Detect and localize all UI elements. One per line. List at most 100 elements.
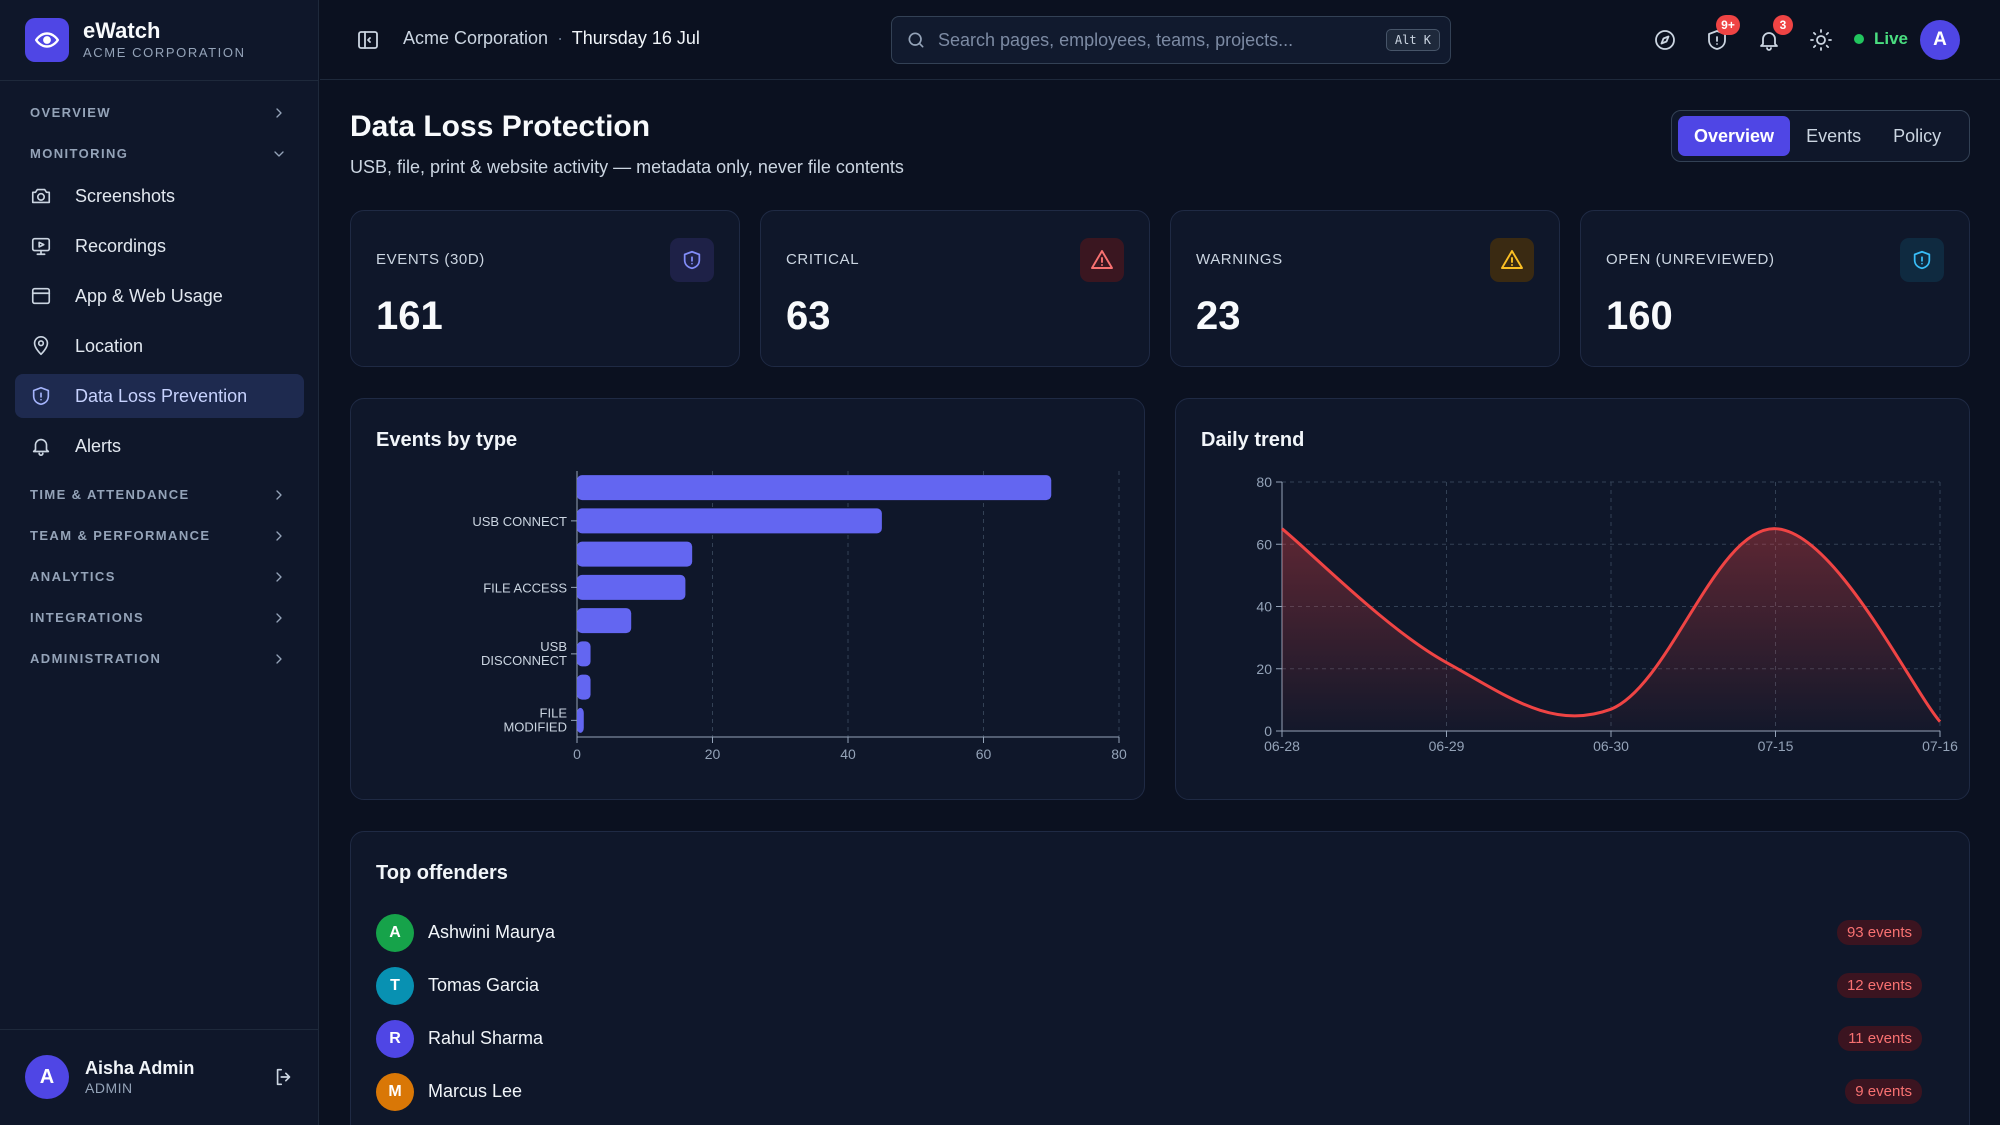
sidebar-item-recordings[interactable]: Recordings — [15, 224, 304, 268]
avatar[interactable]: A — [1920, 20, 1960, 60]
current-user: A Aisha Admin ADMIN — [25, 1055, 295, 1099]
offender-name: Rahul Sharma — [428, 1028, 544, 1048]
stat-label: CRITICAL — [786, 251, 860, 268]
sidebar-item-data-loss-prevention[interactable]: Data Loss Prevention — [15, 374, 304, 418]
search-shortcut: Alt K — [1385, 29, 1440, 51]
section-label: TIME & ATTENDANCE — [30, 487, 190, 502]
shield-alert-icon[interactable] — [1705, 28, 1729, 52]
bar — [577, 674, 591, 700]
event-count-badge: 12 events — [1836, 973, 1922, 998]
bar — [577, 641, 591, 667]
stat-value: 160 — [1606, 294, 1673, 338]
nav-section-analytics[interactable]: ANALYTICS — [0, 556, 319, 597]
list-item[interactable]: M Marcus Lee 9 events — [376, 1065, 1922, 1118]
monitor-play-icon — [29, 234, 53, 258]
tick-label: 07-15 — [1758, 738, 1794, 754]
bar — [577, 574, 686, 600]
sidebar-item-label: Alerts — [75, 435, 122, 456]
sidebar-item-location[interactable]: Location — [15, 324, 304, 368]
nav-section-administration[interactable]: ADMINISTRATION — [0, 638, 319, 679]
browser-window-icon — [29, 284, 53, 308]
nav-section-time-attendance[interactable]: TIME & ATTENDANCE — [0, 474, 319, 515]
chart-title: Daily trend — [1201, 429, 1305, 451]
daily-trend-card: Daily trend 0 20 40 60 80 06-28 06-29 06-30 07-1… — [1175, 398, 1970, 800]
tab-policy[interactable]: Policy — [1893, 125, 1942, 146]
stat-label: WARNINGS — [1196, 251, 1283, 268]
stat-label: EVENTS (30D) — [376, 251, 485, 268]
section-label: ANALYTICS — [30, 569, 116, 584]
stat-value: 63 — [786, 294, 831, 338]
shield-icon — [670, 238, 714, 282]
events-by-type-card: Events by type 0 20 40 60 80 USB CONNECT FILE … — [350, 398, 1145, 800]
tab-events[interactable]: Events — [1806, 125, 1862, 146]
nav-section-team-performance[interactable]: TEAM & PERFORMANCE — [0, 515, 319, 556]
avatar: A — [376, 913, 414, 952]
sidebar-item-screenshots[interactable]: Screenshots — [15, 174, 304, 218]
stat-value: 23 — [1196, 294, 1241, 338]
tick-label: 07-16 — [1922, 738, 1958, 754]
page-subtitle: USB, file, print & website activity — me… — [350, 157, 904, 177]
stat-card-open-unreviewed: OPEN (UNREVIEWED) 160 — [1580, 210, 1970, 367]
stat-card-warnings: WARNINGS 23 — [1170, 210, 1560, 367]
category-label: USB CONNECT — [472, 514, 567, 529]
tick-label: 20 — [705, 746, 721, 762]
live-dot — [1854, 34, 1864, 44]
offender-name: Tomas Garcia — [428, 975, 540, 995]
bar — [577, 508, 882, 534]
tick-label: 06-28 — [1264, 738, 1300, 754]
chevron-right-icon — [276, 653, 282, 664]
bell-icon[interactable] — [1757, 28, 1781, 52]
tick-label: 60 — [1256, 536, 1272, 552]
compass-icon[interactable] — [1653, 28, 1677, 52]
tick-label: 0 — [573, 746, 581, 762]
tick-label: 80 — [1256, 474, 1272, 490]
event-count-badge: 9 events — [1845, 1079, 1922, 1104]
section-label: OVERVIEW — [30, 105, 112, 120]
global-search[interactable]: Alt K — [891, 16, 1451, 64]
divider — [0, 1029, 319, 1030]
tick-label: 40 — [1256, 599, 1272, 615]
section-label: TEAM & PERFORMANCE — [30, 528, 211, 543]
tick-label: 40 — [840, 746, 856, 762]
divider — [0, 80, 319, 81]
brand-name: eWatch — [83, 18, 161, 43]
search-input[interactable] — [938, 29, 1386, 51]
live-label: Live — [1874, 29, 1909, 48]
nav-section-overview[interactable]: OVERVIEW — [0, 92, 319, 133]
brand-subtitle: ACME CORPORATION — [83, 45, 246, 60]
list-item[interactable]: R Rahul Sharma 11 events — [376, 1012, 1922, 1065]
chevron-right-icon — [276, 107, 282, 118]
sidebar-item-label: Recordings — [75, 235, 167, 256]
avatar: M — [376, 1072, 414, 1111]
trend-line — [1281, 527, 1942, 723]
sidebar: eWatch ACME CORPORATION OVERVIEW MONITOR… — [0, 0, 319, 1125]
bar — [577, 475, 1052, 501]
sidebar-item-label: Location — [75, 335, 144, 356]
breadcrumb-separator: · — [557, 28, 564, 48]
area-fill — [1282, 528, 1940, 731]
sidebar-item-app-web-usage[interactable]: App & Web Usage — [15, 274, 304, 318]
chevron-down-icon — [274, 150, 284, 157]
section-title: Top offenders — [376, 862, 508, 884]
sidebar-item-label: Data Loss Prevention — [75, 385, 248, 406]
nav-section-integrations[interactable]: INTEGRATIONS — [0, 597, 319, 638]
brand[interactable]: eWatch ACME CORPORATION — [25, 18, 246, 62]
sun-icon[interactable] — [1809, 28, 1833, 52]
page-title: Data Loss Protection — [350, 110, 651, 143]
sidebar-toggle-icon[interactable] — [356, 28, 380, 52]
org-name: Acme Corporation — [403, 28, 549, 48]
stat-card-critical: CRITICAL 63 — [760, 210, 1150, 367]
logout-icon[interactable] — [273, 1066, 295, 1088]
list-item[interactable]: A Ashwini Maurya 93 events — [376, 906, 1922, 959]
tab-overview[interactable]: Overview — [1678, 116, 1791, 156]
map-pin-icon — [29, 334, 53, 358]
avatar[interactable]: A — [25, 1055, 69, 1099]
section-label: MONITORING — [30, 146, 129, 161]
sidebar-item-alerts[interactable]: Alerts — [15, 424, 304, 468]
shield-alert-badge: 9+ — [1716, 15, 1740, 35]
chevron-right-icon — [276, 489, 282, 500]
offender-name: Ashwini Maurya — [428, 922, 556, 942]
bar — [577, 707, 584, 733]
nav-section-monitoring[interactable]: MONITORING — [0, 133, 319, 174]
list-item[interactable]: T Tomas Garcia 12 events — [376, 959, 1922, 1012]
